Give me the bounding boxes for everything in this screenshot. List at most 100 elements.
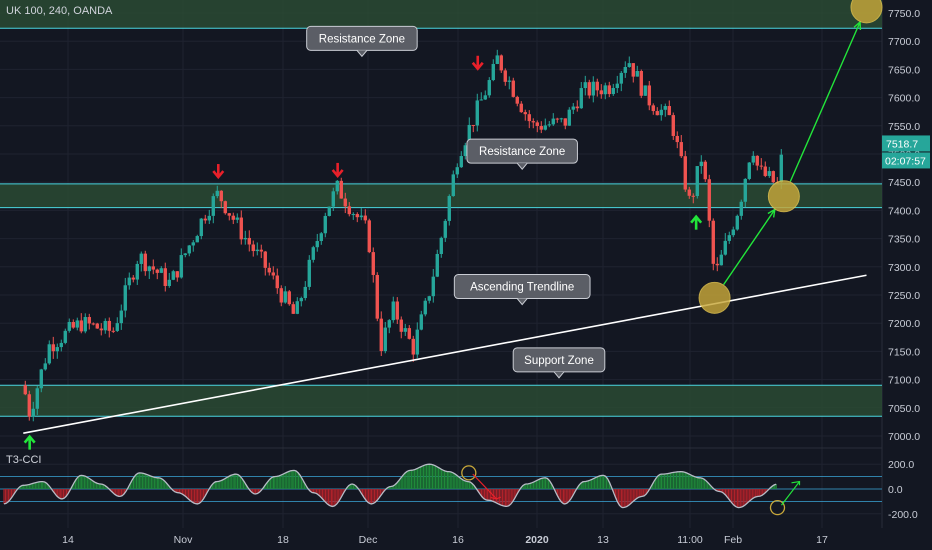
candle-body — [467, 124, 471, 146]
candle-body — [187, 245, 191, 254]
indicator-label: T3-CCI — [6, 454, 42, 466]
arrow-down-icon — [212, 164, 225, 180]
grid-lines — [0, 0, 883, 528]
candle-body — [335, 180, 339, 192]
candle-body — [311, 247, 315, 260]
candle-body — [419, 314, 423, 330]
candle-body — [423, 300, 427, 315]
last-price-tag — [882, 135, 930, 152]
candle-body — [651, 105, 655, 112]
price-tick-label: 7250.0 — [888, 290, 920, 302]
price-tick-label: 7050.0 — [888, 403, 920, 415]
callout-label: Ascending Trendline — [470, 282, 574, 294]
candle-body — [611, 88, 615, 95]
candle-body — [67, 322, 71, 331]
candle-body — [315, 241, 319, 248]
callout-pointer — [356, 50, 368, 58]
countdown-tag — [882, 152, 930, 169]
candle-body — [131, 277, 135, 280]
candle-body — [667, 106, 671, 116]
candle-body — [655, 111, 659, 116]
candle-body — [371, 252, 375, 275]
countdown-text: 02:07:57 — [885, 155, 926, 167]
time-tick-label: 18 — [277, 534, 289, 546]
highlight-circles — [698, 0, 883, 314]
candle-body — [499, 55, 503, 71]
candle-body — [635, 70, 639, 77]
candle-body — [603, 85, 607, 95]
zone-callouts: Resistance Zone Resistance Zone Ascending … — [306, 25, 606, 379]
callout-label: Resistance Zone — [479, 146, 565, 158]
candle-body — [183, 253, 187, 256]
candle-body — [475, 100, 479, 126]
last-price-text: 7518.7 — [886, 138, 918, 150]
candle-body — [287, 291, 291, 305]
candle-body — [291, 304, 295, 314]
arrow-head — [331, 169, 344, 178]
candle-body — [755, 155, 759, 166]
candle-body — [127, 277, 131, 286]
price-axis[interactable]: 7750.07700.07650.07600.07550.07500.07450… — [888, 8, 920, 521]
candle-body — [759, 165, 763, 167]
time-axis[interactable]: 14 Nov 18 Dec 16 2020 13 11:00 Feb 17 — [62, 534, 828, 546]
candle-body — [747, 162, 751, 179]
candle-body — [135, 263, 139, 280]
price-tick-label: 7000.0 — [888, 431, 920, 443]
candle-body — [463, 145, 467, 157]
indicator-circle — [769, 499, 786, 516]
highlight-circle — [767, 180, 800, 213]
candle-body — [679, 142, 683, 157]
candle-body — [563, 118, 567, 126]
candle-body — [527, 114, 531, 122]
candle-body — [179, 255, 183, 278]
candle-body — [631, 63, 635, 77]
candle-body — [355, 214, 359, 218]
candle-body — [323, 215, 327, 234]
candle-body — [703, 161, 707, 180]
candle-body — [23, 385, 27, 395]
candle-body — [719, 254, 723, 266]
callout: Ascending Trendline — [453, 274, 591, 306]
price-tick-label: 7650.0 — [888, 64, 920, 76]
arrow-head — [212, 170, 225, 180]
price-tick-label: 7200.0 — [888, 318, 920, 330]
zone-support — [0, 385, 882, 417]
candle-body — [479, 99, 483, 101]
time-tick-label: 14 — [62, 534, 74, 546]
candle-body — [407, 328, 411, 339]
candle-body — [375, 274, 379, 319]
price-zones — [0, 0, 882, 417]
candle-body — [411, 338, 415, 355]
candle-body — [471, 124, 475, 126]
candle-body — [455, 167, 459, 175]
candle-body — [507, 80, 511, 82]
callout-label: Resistance Zone — [319, 33, 405, 45]
candle-body — [207, 215, 211, 221]
candle-body — [711, 220, 715, 264]
callout: Resistance Zone — [466, 138, 578, 170]
candle-body — [331, 191, 335, 207]
candle-body — [575, 106, 579, 109]
candle-body — [219, 190, 223, 202]
candle-body — [151, 266, 155, 270]
candle-body — [519, 103, 523, 113]
candle-body — [27, 394, 31, 417]
candle-body — [343, 198, 347, 207]
price-tags: 7518.7 02:07:57 — [882, 135, 930, 169]
candle-body — [511, 80, 515, 97]
candle-body — [595, 81, 599, 91]
candle-body — [35, 388, 39, 409]
candle-body — [763, 166, 767, 176]
projection-line — [789, 21, 861, 182]
candle-body — [695, 166, 699, 197]
candle-body — [91, 323, 95, 325]
candle-body — [555, 118, 559, 120]
candle-body — [171, 271, 175, 280]
candle-body — [295, 301, 299, 314]
candle-body — [583, 82, 587, 89]
price-tick-label: 7150.0 — [888, 346, 920, 358]
candle-body — [587, 82, 591, 96]
candle-body — [347, 206, 351, 215]
candle-body — [779, 154, 783, 183]
